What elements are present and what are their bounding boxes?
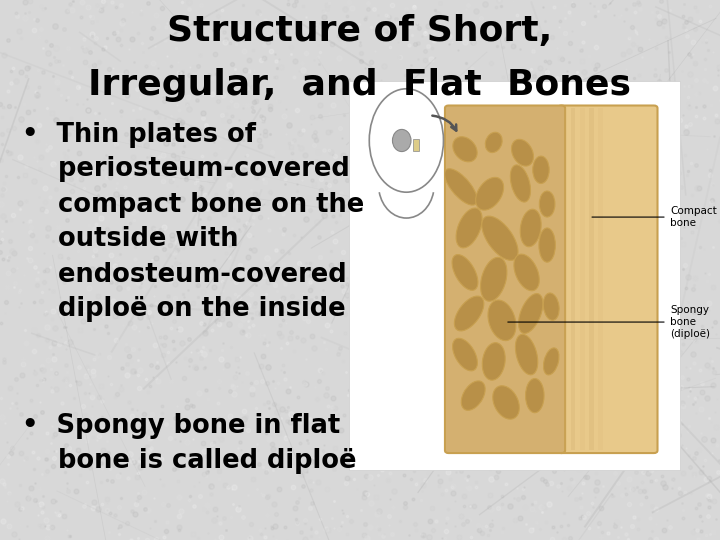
Ellipse shape <box>480 258 507 301</box>
Ellipse shape <box>485 132 502 153</box>
Ellipse shape <box>526 379 544 413</box>
Bar <box>562 108 566 450</box>
Ellipse shape <box>510 165 531 202</box>
Bar <box>580 108 585 450</box>
Bar <box>571 108 575 450</box>
Text: Structure of Short,: Structure of Short, <box>167 14 553 48</box>
Bar <box>589 108 594 450</box>
Ellipse shape <box>462 381 485 410</box>
Ellipse shape <box>518 294 543 333</box>
Ellipse shape <box>521 209 541 247</box>
Ellipse shape <box>539 191 555 217</box>
Ellipse shape <box>444 168 477 205</box>
Ellipse shape <box>533 156 549 184</box>
Text: Irregular,  and  Flat  Bones: Irregular, and Flat Bones <box>89 68 631 102</box>
Ellipse shape <box>492 386 519 419</box>
Ellipse shape <box>452 254 478 291</box>
Ellipse shape <box>454 296 484 331</box>
Text: •  Spongy bone in flat
    bone is called diploë: • Spongy bone in flat bone is called dip… <box>22 413 356 474</box>
Ellipse shape <box>488 300 516 341</box>
Bar <box>413 139 419 151</box>
Ellipse shape <box>514 254 539 291</box>
Ellipse shape <box>482 216 518 260</box>
Text: Spongy
bone
(diploë): Spongy bone (diploë) <box>670 306 711 339</box>
Ellipse shape <box>544 293 559 320</box>
Ellipse shape <box>482 343 505 380</box>
Ellipse shape <box>456 208 482 248</box>
Ellipse shape <box>392 130 411 152</box>
Ellipse shape <box>511 139 534 166</box>
FancyBboxPatch shape <box>445 105 565 453</box>
Ellipse shape <box>539 228 555 262</box>
Ellipse shape <box>453 338 477 371</box>
Ellipse shape <box>476 177 503 210</box>
Ellipse shape <box>453 137 477 162</box>
Bar <box>598 108 603 450</box>
Bar <box>349 81 680 470</box>
Ellipse shape <box>369 89 444 192</box>
Text: •  Thin plates of
    periosteum-covered
    compact bone on the
    outside wit: • Thin plates of periosteum-covered comp… <box>22 122 364 322</box>
Text: Compact
bone: Compact bone <box>670 206 717 228</box>
Ellipse shape <box>516 334 538 375</box>
FancyBboxPatch shape <box>558 105 657 453</box>
Ellipse shape <box>544 348 559 375</box>
